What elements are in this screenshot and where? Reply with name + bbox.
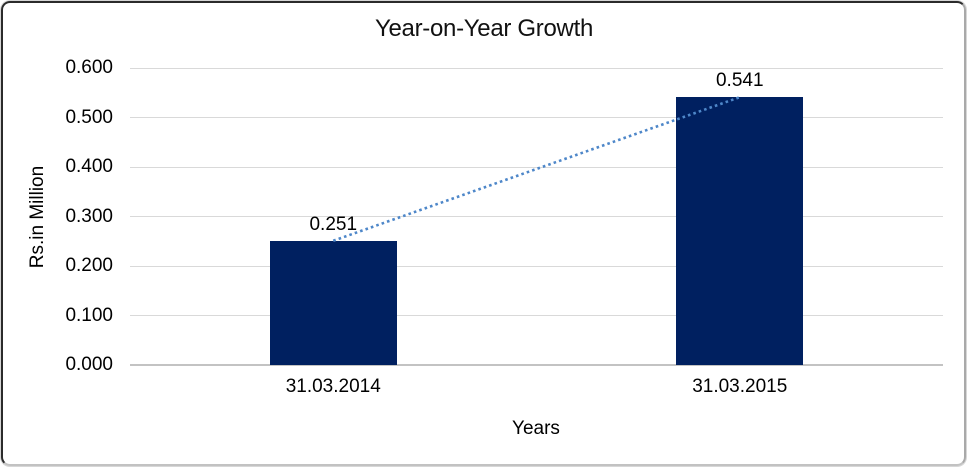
x-category-label: 31.03.2015 — [692, 376, 788, 397]
y-tick-label: 0.000 — [65, 354, 113, 375]
bar-value-label: 0.251 — [309, 213, 358, 235]
y-tick-label: 0.400 — [65, 156, 113, 177]
gridline — [130, 117, 943, 118]
x-axis-title: Years — [512, 418, 560, 439]
bar — [269, 240, 397, 365]
gridline — [130, 315, 943, 316]
y-tick-label: 0.200 — [65, 255, 113, 276]
gridline — [130, 67, 943, 69]
bar — [676, 97, 804, 365]
y-tick-label: 0.500 — [65, 106, 113, 128]
chart-title: Year-on-Year Growth — [375, 15, 593, 42]
gridline — [130, 166, 943, 168]
bar-value-label: 0.541 — [715, 70, 764, 92]
x-category-label: 31.03.2014 — [285, 376, 381, 397]
gridline — [130, 265, 943, 267]
gridline — [130, 216, 943, 217]
y-tick-label: 0.300 — [65, 205, 113, 227]
x-axis-line — [130, 364, 943, 366]
y-tick-label: 0.600 — [65, 57, 113, 78]
y-tick-label: 0.100 — [65, 304, 113, 326]
